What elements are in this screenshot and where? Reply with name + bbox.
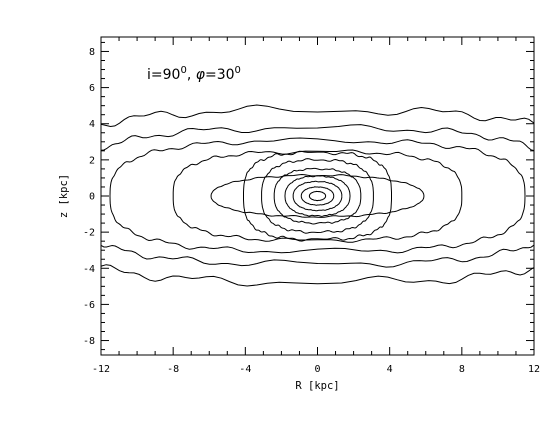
contour-level xyxy=(172,149,463,243)
y-tick-label: -4 xyxy=(83,264,95,275)
y-tick-label: 6 xyxy=(89,83,95,94)
contour-level xyxy=(300,186,335,206)
contour-level xyxy=(308,190,327,202)
x-tick-label: 12 xyxy=(528,364,540,375)
y-axis-label: z [kpc] xyxy=(58,174,70,218)
contour-level xyxy=(101,124,534,268)
axis-ticks: -12 -8 -4 0 4 8 12 -8 -6 -4 -2 0 2 4 6 8 xyxy=(83,37,540,375)
contour-level xyxy=(273,167,362,225)
x-tick-label: 0 xyxy=(314,364,320,375)
y-tick-label: 0 xyxy=(89,192,95,203)
contour-level xyxy=(101,104,534,287)
y-tick-label: -6 xyxy=(83,300,95,311)
y-tick-label: 4 xyxy=(89,119,95,130)
x-tick-label: 4 xyxy=(387,364,393,375)
y-tick-label: 8 xyxy=(89,47,95,58)
y-tick-label: -2 xyxy=(83,228,95,239)
y-tick-label: 2 xyxy=(89,155,95,166)
x-axis-label: R [kpc] xyxy=(295,380,339,392)
contour-level xyxy=(109,137,526,254)
contour-level xyxy=(292,180,343,212)
contour-level xyxy=(261,158,374,234)
contour-level xyxy=(243,150,392,242)
contour-lines xyxy=(101,104,534,287)
plot-frame xyxy=(100,36,535,356)
y-tick-label: -8 xyxy=(83,336,95,347)
x-tick-label: -8 xyxy=(167,364,179,375)
x-tick-label: 8 xyxy=(459,364,465,375)
x-tick-label: -4 xyxy=(239,364,251,375)
x-tick-label: -12 xyxy=(92,364,110,375)
contour-level xyxy=(210,173,425,218)
contour-level xyxy=(284,175,351,217)
annotation: i=900, φ=300 xyxy=(147,65,241,83)
